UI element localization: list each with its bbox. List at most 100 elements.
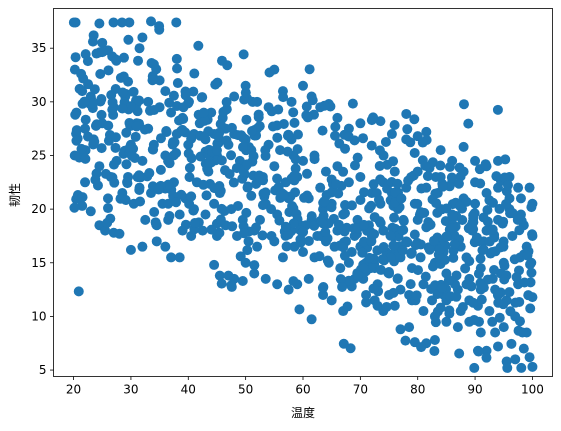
scatter-point bbox=[454, 200, 465, 211]
scatter-point bbox=[494, 312, 505, 323]
scatter-point bbox=[124, 17, 135, 28]
scatter-point bbox=[415, 252, 426, 263]
y-tick-label: 35 bbox=[31, 41, 46, 55]
scatter-point bbox=[160, 241, 171, 252]
scatter-point bbox=[169, 137, 180, 148]
plot-area bbox=[68, 16, 538, 373]
scatter-point bbox=[437, 181, 448, 192]
x-tick-label: 40 bbox=[181, 383, 196, 397]
scatter-point bbox=[100, 225, 111, 236]
y-tick-label: 5 bbox=[39, 363, 47, 377]
scatter-point bbox=[515, 193, 526, 204]
scatter-point bbox=[272, 173, 283, 184]
scatter-point bbox=[304, 64, 315, 75]
scatter-point bbox=[318, 289, 329, 300]
scatter-point bbox=[134, 95, 145, 106]
scatter-point bbox=[254, 214, 265, 225]
scatter-point bbox=[397, 245, 408, 256]
scatter-point bbox=[137, 241, 148, 252]
scatter-point bbox=[524, 352, 535, 363]
scatter-point bbox=[228, 177, 239, 188]
scatter-point bbox=[398, 216, 409, 227]
scatter-point bbox=[172, 63, 183, 74]
scatter-point bbox=[131, 121, 142, 132]
scatter-point bbox=[458, 141, 469, 152]
scatter-point bbox=[238, 228, 249, 239]
scatter-point bbox=[80, 123, 91, 134]
scatter-point bbox=[502, 180, 513, 191]
scatter-point bbox=[199, 115, 210, 126]
x-tick-label: 30 bbox=[123, 383, 138, 397]
scatter-point bbox=[226, 122, 237, 133]
scatter-point bbox=[322, 255, 333, 266]
scatter-point bbox=[473, 346, 484, 357]
scatter-point bbox=[501, 198, 512, 209]
scatter-point bbox=[241, 207, 252, 218]
scatter-point bbox=[306, 314, 317, 325]
scatter-point bbox=[435, 160, 446, 171]
scatter-point bbox=[298, 226, 309, 237]
scatter-point bbox=[514, 225, 525, 236]
scatter-point bbox=[128, 86, 139, 97]
scatter-point bbox=[378, 150, 389, 161]
scatter-point bbox=[441, 316, 452, 327]
scatter-point bbox=[199, 132, 210, 143]
scatter-point bbox=[97, 47, 108, 58]
scatter-point bbox=[226, 281, 237, 292]
scatter-point bbox=[269, 161, 280, 172]
scatter-point bbox=[184, 162, 195, 173]
scatter-point bbox=[221, 104, 232, 115]
scatter-point bbox=[144, 168, 155, 179]
scatter-point bbox=[335, 274, 346, 285]
scatter-point bbox=[71, 125, 82, 136]
scatter-point bbox=[453, 178, 464, 189]
scatter-point bbox=[298, 247, 308, 258]
scatter-point bbox=[429, 335, 440, 346]
scatter-point bbox=[150, 217, 161, 228]
scatter-point bbox=[524, 182, 535, 193]
scatter-point bbox=[200, 209, 211, 220]
scatter-point bbox=[409, 147, 420, 158]
scatter-point bbox=[512, 214, 523, 225]
scatter-point bbox=[358, 219, 369, 230]
scatter-point bbox=[126, 150, 137, 161]
scatter-point bbox=[448, 210, 459, 221]
scatter-point bbox=[402, 124, 413, 135]
scatter-point bbox=[522, 250, 533, 261]
scatter-point bbox=[289, 117, 300, 128]
scatter-point bbox=[430, 317, 441, 328]
y-tick-label: 25 bbox=[31, 148, 46, 162]
scatter-point bbox=[492, 104, 503, 115]
scatter-point bbox=[319, 196, 330, 207]
scatter-point bbox=[266, 230, 277, 241]
scatter-point bbox=[117, 17, 128, 28]
scatter-point bbox=[76, 143, 87, 154]
scatter-point bbox=[166, 252, 177, 263]
scatter-point bbox=[288, 218, 299, 229]
scatter-point bbox=[267, 121, 278, 132]
scatter-point bbox=[186, 191, 197, 202]
scatter-point bbox=[395, 324, 406, 335]
scatter-point bbox=[346, 200, 357, 211]
scatter-point bbox=[252, 241, 263, 252]
scatter-point bbox=[143, 96, 154, 107]
scatter-point bbox=[454, 162, 465, 173]
x-tick-label: 20 bbox=[66, 383, 81, 397]
scatter-point bbox=[260, 187, 271, 198]
scatter-point bbox=[444, 161, 455, 172]
scatter-point bbox=[292, 129, 303, 140]
scatter-point bbox=[209, 198, 220, 209]
scatter-point bbox=[103, 120, 114, 131]
x-tick-label: 70 bbox=[353, 383, 368, 397]
scatter-point bbox=[487, 224, 498, 235]
scatter-point bbox=[197, 225, 208, 236]
scatter-point bbox=[412, 198, 423, 209]
y-tick-label: 10 bbox=[31, 309, 46, 323]
scatter-point bbox=[378, 242, 389, 253]
scatter-point bbox=[278, 189, 289, 200]
scatter-point bbox=[389, 300, 400, 311]
scatter-point bbox=[289, 170, 300, 181]
scatter-point bbox=[299, 192, 310, 203]
scatter-point bbox=[139, 124, 150, 135]
scatter-point bbox=[326, 202, 337, 213]
